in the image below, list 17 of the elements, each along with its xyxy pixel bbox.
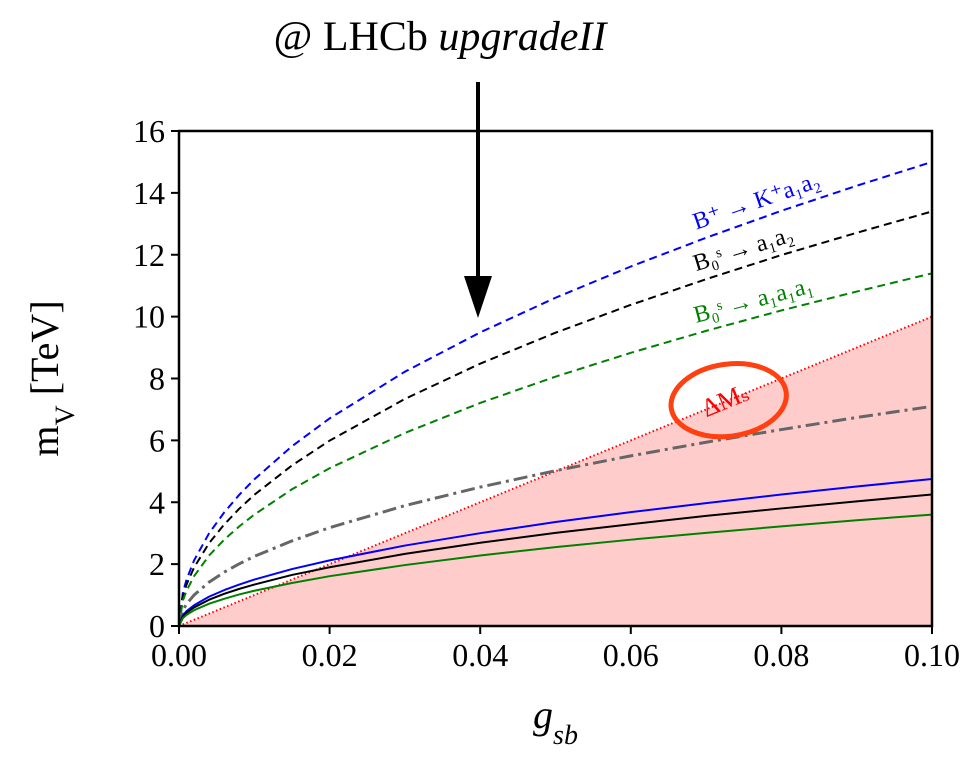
x-tick-label: 0.10 xyxy=(904,637,960,673)
y-tick-label: 4 xyxy=(149,484,165,520)
x-tick-label: 0.02 xyxy=(302,637,358,673)
y-tick-label: 10 xyxy=(133,298,165,335)
text: ΔMₛ xyxy=(697,378,754,423)
y-tick-label: 12 xyxy=(133,236,165,273)
y-tick-label: 2 xyxy=(149,546,165,582)
x-tick-label: 0.04 xyxy=(452,637,508,673)
text: B₀ˢ → a₁a₁a₁ xyxy=(691,272,816,329)
y-tick-label: 8 xyxy=(149,360,165,396)
y-tick-label: 16 xyxy=(133,113,165,149)
y-tick-label: 14 xyxy=(133,174,165,211)
text: @ LHCb upgradeII xyxy=(274,14,608,60)
x-tick-label: 0.06 xyxy=(602,637,659,673)
y-tick-label: 6 xyxy=(149,422,165,458)
x-tick-label: 0.08 xyxy=(753,637,810,673)
x-axis-title: g$_{sb}$ xyxy=(533,692,578,750)
